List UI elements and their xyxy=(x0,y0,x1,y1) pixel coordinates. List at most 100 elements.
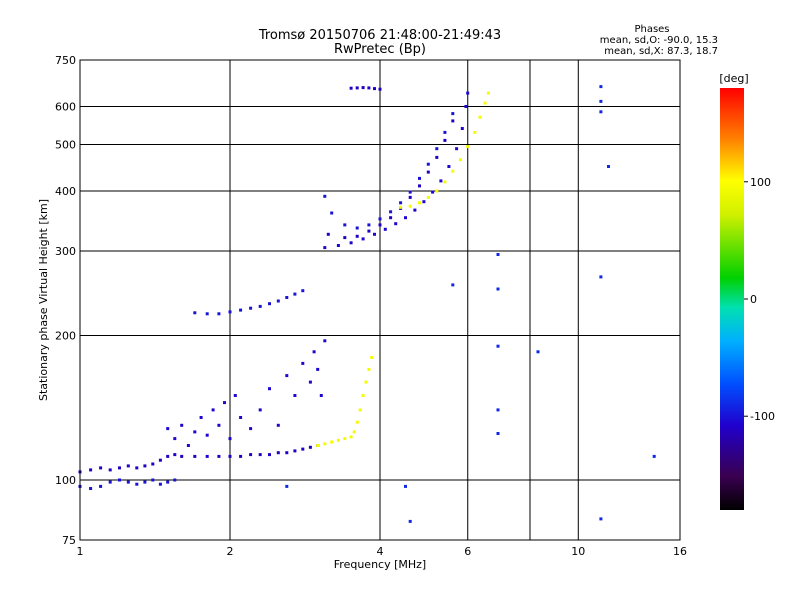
data-point xyxy=(404,216,407,220)
data-point xyxy=(158,482,162,486)
data-point xyxy=(399,205,403,209)
data-point xyxy=(418,201,421,205)
data-point xyxy=(599,110,603,114)
data-point xyxy=(118,466,121,470)
x-tick-label: 16 xyxy=(673,545,687,558)
colorbar-tick-label: 0 xyxy=(750,293,757,306)
y-tick-label: 400 xyxy=(55,185,76,198)
data-point xyxy=(285,374,289,378)
data-point xyxy=(276,423,280,427)
data-point xyxy=(447,165,451,168)
data-point xyxy=(193,430,197,434)
data-point xyxy=(228,454,232,458)
data-point xyxy=(439,179,443,183)
data-point xyxy=(268,302,271,306)
data-point xyxy=(336,438,340,442)
data-point xyxy=(268,387,271,391)
data-point xyxy=(108,480,112,484)
data-point xyxy=(478,115,482,119)
data-point xyxy=(233,394,237,397)
colorbar xyxy=(720,88,744,510)
data-point xyxy=(408,519,412,523)
data-point xyxy=(258,453,262,457)
data-point xyxy=(483,101,487,105)
data-point xyxy=(383,227,387,231)
data-point xyxy=(389,216,393,220)
data-point xyxy=(228,310,232,314)
y-tick-label: 75 xyxy=(62,534,76,547)
data-point xyxy=(408,204,412,208)
data-point xyxy=(276,299,280,303)
data-point xyxy=(370,356,374,359)
data-point xyxy=(268,453,271,457)
data-point xyxy=(352,430,356,434)
data-point xyxy=(166,454,170,458)
data-point xyxy=(330,211,334,215)
data-point xyxy=(316,367,320,371)
data-point xyxy=(378,87,382,91)
data-point xyxy=(466,145,470,149)
data-point xyxy=(239,308,243,312)
data-point xyxy=(473,130,477,134)
data-point xyxy=(431,190,435,194)
data-point xyxy=(312,350,316,354)
data-point xyxy=(496,253,500,256)
data-point xyxy=(89,468,93,472)
data-points xyxy=(78,85,656,523)
x-axis-ticks: 1 2 4 6 10 16 xyxy=(77,545,688,558)
data-point xyxy=(173,453,177,457)
data-point xyxy=(451,119,455,123)
data-point xyxy=(326,232,330,236)
data-point xyxy=(301,447,305,451)
data-point xyxy=(99,466,103,470)
data-point xyxy=(323,194,327,198)
colorbar-tick-label: -100 xyxy=(750,410,775,423)
data-point xyxy=(361,86,365,90)
data-point xyxy=(249,453,253,457)
data-point xyxy=(599,85,603,89)
data-point xyxy=(239,454,243,458)
data-point xyxy=(308,445,312,449)
data-point xyxy=(143,480,147,484)
colorbar-tick-label: 100 xyxy=(750,176,771,189)
data-point xyxy=(413,208,417,212)
data-point xyxy=(135,482,139,486)
data-point xyxy=(249,306,253,310)
y-tick-label: 300 xyxy=(55,245,76,258)
data-point xyxy=(151,462,155,466)
data-point xyxy=(435,147,439,151)
data-point xyxy=(126,464,130,468)
data-point xyxy=(228,437,232,441)
data-point xyxy=(599,275,603,279)
data-point xyxy=(349,86,353,90)
data-point xyxy=(343,236,347,240)
data-point xyxy=(426,162,430,166)
data-point xyxy=(193,454,197,458)
grid-lines xyxy=(80,60,680,540)
chart-title: Tromsø 20150706 21:48:00-21:49:43 xyxy=(258,28,501,43)
data-point xyxy=(455,147,459,151)
data-point xyxy=(166,480,170,484)
data-point xyxy=(285,296,289,299)
data-point xyxy=(108,468,112,472)
data-point xyxy=(118,478,121,482)
data-point xyxy=(443,130,447,134)
data-point xyxy=(599,99,603,103)
data-point xyxy=(173,437,177,441)
data-point xyxy=(205,312,209,316)
data-point xyxy=(599,517,603,521)
data-point xyxy=(364,380,368,384)
data-point xyxy=(394,222,398,226)
data-point xyxy=(443,180,447,184)
data-point xyxy=(367,86,371,90)
data-point xyxy=(158,458,162,462)
x-axis-label: Frequency [MHz] xyxy=(334,558,426,571)
data-point xyxy=(193,311,197,315)
y-axis-ticks: 75 100 200 300 400 500 600 750 xyxy=(55,54,76,547)
data-point xyxy=(211,408,215,412)
data-point xyxy=(343,437,347,441)
data-point xyxy=(355,86,359,90)
data-point xyxy=(355,420,359,424)
data-point xyxy=(422,200,426,204)
